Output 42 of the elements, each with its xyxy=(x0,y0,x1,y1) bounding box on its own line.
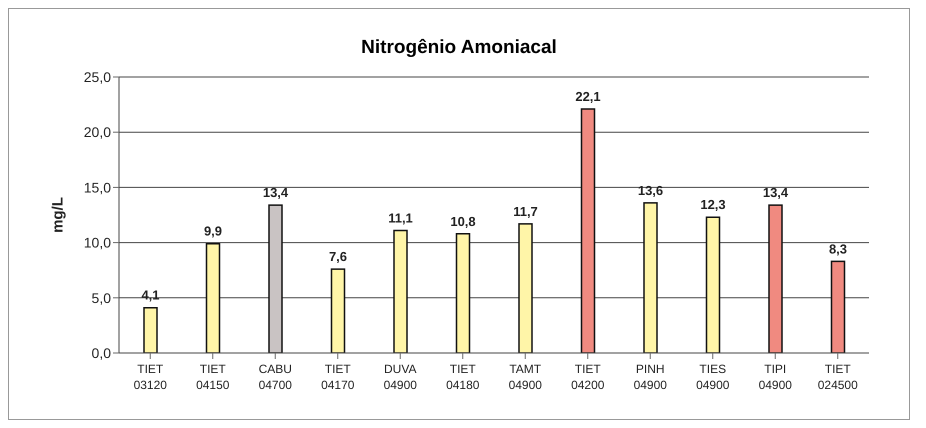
y-tick-label: 15,0 xyxy=(84,179,112,196)
bar xyxy=(206,242,220,353)
bar xyxy=(706,216,720,353)
data-label: 11,7 xyxy=(513,204,538,219)
y-tick-label: 25,0 xyxy=(84,68,112,85)
bar xyxy=(518,223,533,353)
y-tick-label: 0,0 xyxy=(92,344,112,361)
x-tick-label: TIET 024500 xyxy=(818,362,858,392)
x-tick-label: TIES 04900 xyxy=(696,362,730,392)
bar xyxy=(580,108,596,353)
y-axis-title: mg/L xyxy=(49,197,66,233)
data-label: 13,4 xyxy=(262,185,289,200)
x-tick-label: TIET 04200 xyxy=(571,362,605,392)
bar xyxy=(143,306,158,353)
bar xyxy=(393,230,408,353)
data-label: 22,1 xyxy=(575,89,601,104)
x-tick-label: TIPI 04900 xyxy=(758,362,792,392)
bar xyxy=(830,260,846,353)
y-tick-label: 5,0 xyxy=(92,290,112,306)
bar xyxy=(768,204,783,353)
bar xyxy=(643,202,658,353)
x-tick-label: PINH 04900 xyxy=(634,362,668,392)
x-tick-label: TIET 04150 xyxy=(196,362,230,392)
bar xyxy=(456,233,470,353)
data-label: 8,3 xyxy=(828,241,848,256)
x-tick-label: TIET 04180 xyxy=(446,362,480,392)
bar xyxy=(330,268,346,353)
x-tick-label: TIET 03120 xyxy=(134,362,168,392)
data-label: 9,9 xyxy=(204,224,222,239)
x-tick-label: CABU 04700 xyxy=(258,362,292,392)
data-label: 10,8 xyxy=(450,214,476,229)
x-tick-label: DUVA 04900 xyxy=(384,362,418,392)
bar xyxy=(268,204,283,353)
data-label: 13,4 xyxy=(762,185,789,200)
data-label: 11,1 xyxy=(388,210,413,226)
x-tick-label: TIET 04170 xyxy=(321,362,355,392)
data-label: 7,6 xyxy=(328,249,348,264)
data-label: 12,3 xyxy=(700,197,726,212)
x-tick-label: TAMT 04900 xyxy=(508,362,542,392)
chart-title: Nitrogênio Amoniacal xyxy=(360,37,558,60)
y-tick-label: 20,0 xyxy=(84,124,112,140)
y-tick-label: 10,0 xyxy=(84,234,112,251)
